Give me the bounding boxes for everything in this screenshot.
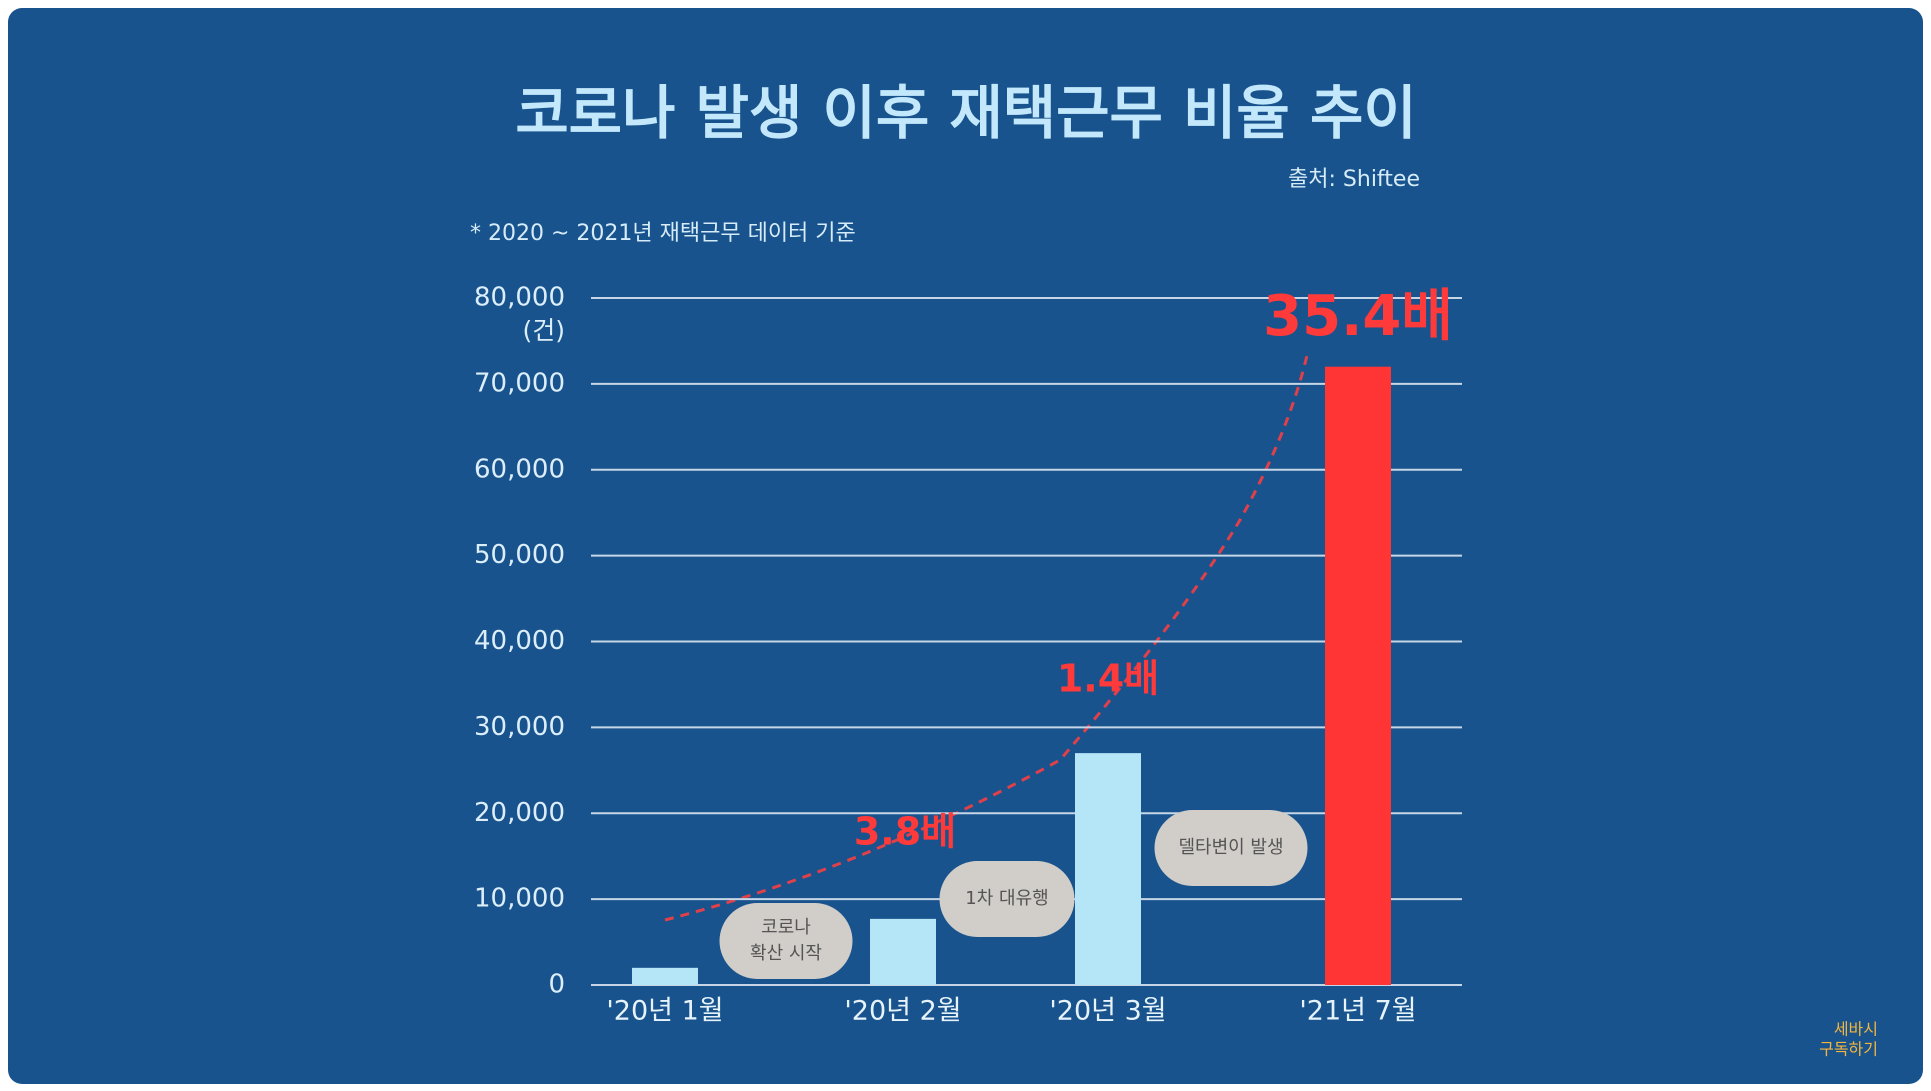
y-tick-label: 70,000 [474,368,565,398]
trend-curve [664,350,1310,922]
bar [1325,366,1391,985]
y-unit: (건) [522,316,565,345]
bar [1075,753,1141,985]
y-tick-label: 10,000 [474,884,565,914]
event-pill [1154,810,1308,886]
y-tick-label: 80,000 [474,283,565,313]
event-label: 코로나 [761,917,811,938]
x-tick-label: '20년 2월 [844,996,961,1027]
event-pill [719,903,853,979]
event-pill [939,861,1075,937]
event-label: 델타변이 발생 [1178,837,1283,858]
growth-label: 3.8배 [854,810,956,854]
y-tick-label: 30,000 [474,712,565,742]
event-label: 확산 시작 [750,943,822,964]
y-tick-label: 0 [548,970,565,1000]
source: 출처: Shiftee [1288,167,1420,192]
x-tick-label: '20년 1월 [606,996,723,1027]
bar [870,918,936,985]
bar [632,967,698,985]
y-tick-label: 50,000 [474,540,565,570]
corner-text: 세바시 [1834,1020,1878,1039]
chart-title: 코로나 발생 이후 재택근무 비율 추이 [515,79,1416,147]
y-tick-label: 40,000 [474,626,565,656]
background [8,8,1923,1084]
x-tick-label: '20년 3월 [1049,996,1166,1027]
y-tick-label: 20,000 [474,798,565,828]
note: * 2020 ~ 2021년 재택근무 데이터 기준 [470,221,856,246]
growth-label: 1.4배 [1057,657,1159,701]
event-label: 1차 대유행 [965,888,1048,909]
x-tick-label: '21년 7월 [1299,996,1416,1027]
y-tick-label: 60,000 [474,454,565,484]
growth-label: 35.4배 [1263,284,1453,349]
corner-text: 구독하기 [1819,1040,1878,1059]
